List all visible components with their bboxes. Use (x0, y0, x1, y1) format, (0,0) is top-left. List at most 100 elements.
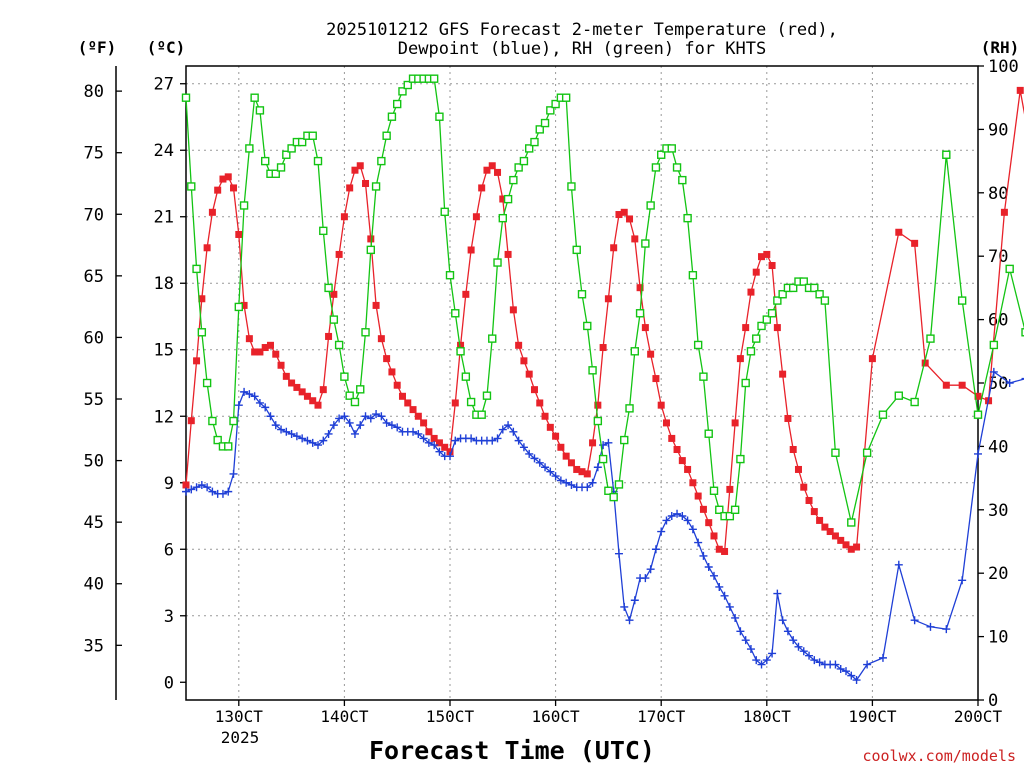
temperature-point (589, 439, 597, 447)
dewpoint-point (208, 487, 217, 496)
x-tick-label: 180CT (743, 707, 792, 726)
relative-humidity-point (583, 321, 592, 331)
temperature-point (641, 324, 649, 332)
unit-label-celsius: (ºC) (147, 38, 186, 57)
relative-humidity-point (282, 150, 291, 159)
rh-tick-label: 90 (988, 120, 1008, 140)
relative-humidity-point (810, 283, 819, 293)
relative-humidity-point (878, 410, 888, 419)
relative-humidity-point (440, 207, 449, 217)
dewpoint-point (604, 438, 613, 447)
dewpoint-point (815, 658, 824, 667)
temperature-point (758, 253, 766, 261)
relative-humidity-point (831, 448, 840, 457)
temperature-point (509, 306, 517, 314)
relative-humidity-point (514, 163, 523, 172)
axis-ticks: 0 3 6 9 12 15 18 21 24 27 35 40 45 50 55 60 65 70 75 80 0 10 2… (84, 57, 1019, 726)
relative-humidity-point (789, 283, 798, 293)
temperature-point (784, 414, 792, 422)
chart-title-line1: 2025101212 GFS Forecast 2-meter Temperat… (326, 20, 838, 40)
relative-humidity-point (604, 486, 613, 495)
dewpoint-point (694, 538, 703, 547)
dewpoint-point (361, 412, 370, 421)
relative-humidity-point (371, 182, 381, 191)
dewpoint-point (451, 436, 460, 445)
temperature-point (763, 250, 771, 258)
dewpoint-point (493, 434, 502, 443)
rh-tick-label: 20 (988, 564, 1008, 584)
dewpoint-point (926, 622, 935, 631)
relative-humidity-point (683, 213, 692, 223)
dewpoint-point (314, 441, 322, 450)
temperature-point (816, 516, 824, 524)
relative-humidity-point (334, 340, 344, 350)
temperature-point (404, 399, 412, 407)
dewpoint-point (562, 478, 571, 487)
temperature-point (573, 465, 581, 473)
relative-humidity-point (530, 137, 539, 147)
relative-humidity-point (598, 454, 608, 464)
chart-title-line2: Dewpoint (blue), RH (green) for KHTS (398, 39, 766, 59)
temperature-point (557, 443, 565, 451)
relative-humidity-point (187, 182, 196, 191)
temperature-point (562, 452, 570, 460)
dewpoint-point (974, 449, 982, 458)
temperature-point (895, 228, 903, 236)
unit-label-fahrenheit: (ºF) (78, 38, 117, 57)
dewpoint-point (350, 429, 359, 438)
grid-lines (186, 66, 978, 700)
temperature-point (499, 195, 507, 203)
temperature-point (921, 359, 929, 367)
dewpoint-point (768, 649, 777, 658)
relative-humidity-point (546, 106, 555, 115)
temperature-point (409, 406, 417, 414)
temperature-point (377, 335, 385, 343)
dewpoint-point (382, 418, 391, 427)
relative-humidity-point (329, 315, 339, 324)
dewpoint-point (593, 463, 602, 472)
dewpoint-point (409, 427, 418, 436)
dewpoint-point (720, 591, 729, 600)
dewpoint-point (673, 509, 682, 518)
relative-humidity-point (503, 194, 513, 204)
temperature-point (689, 479, 697, 487)
relative-humidity-point (847, 518, 856, 527)
relative-humidity-point (509, 175, 518, 185)
temperature-point (457, 341, 465, 349)
dewpoint-point (878, 653, 887, 662)
relative-humidity-point (345, 391, 354, 400)
unit-label-rh: (RH) (981, 38, 1020, 57)
relative-humidity-point (989, 340, 999, 350)
temperature-point (256, 348, 264, 356)
relative-humidity-point (197, 328, 207, 337)
relative-humidity-point (699, 372, 708, 381)
relative-humidity-point (340, 372, 349, 381)
celsius-tick-label: 0 (164, 673, 174, 693)
temperature-point (721, 547, 729, 555)
temperature-point (483, 166, 491, 174)
dewpoint-point (805, 651, 814, 660)
relative-humidity-point (387, 112, 397, 121)
temperature-point (958, 381, 966, 389)
dewpoint-point (218, 489, 227, 498)
temperature-point (446, 448, 454, 456)
celsius-tick-label: 18 (154, 274, 174, 294)
dewpoint-point (741, 636, 750, 645)
relative-humidity-point (704, 429, 713, 438)
dewpoint-point (277, 425, 286, 434)
temperature-point (821, 523, 829, 531)
relative-humidity-point (767, 309, 777, 318)
temperature-point (837, 536, 845, 544)
temperature-point (842, 541, 850, 549)
relative-humidity-point (715, 505, 724, 514)
relative-humidity-point (403, 80, 412, 90)
relative-humidity-point (614, 480, 624, 489)
dewpoint-point (810, 656, 819, 665)
dewpoint-series (182, 367, 1024, 685)
temperature-point (193, 357, 201, 365)
relative-humidity-point (762, 315, 771, 324)
temperature-point (398, 392, 406, 400)
temperature-point (536, 399, 544, 407)
temperature-point (351, 166, 359, 174)
temperature-point (182, 481, 190, 489)
